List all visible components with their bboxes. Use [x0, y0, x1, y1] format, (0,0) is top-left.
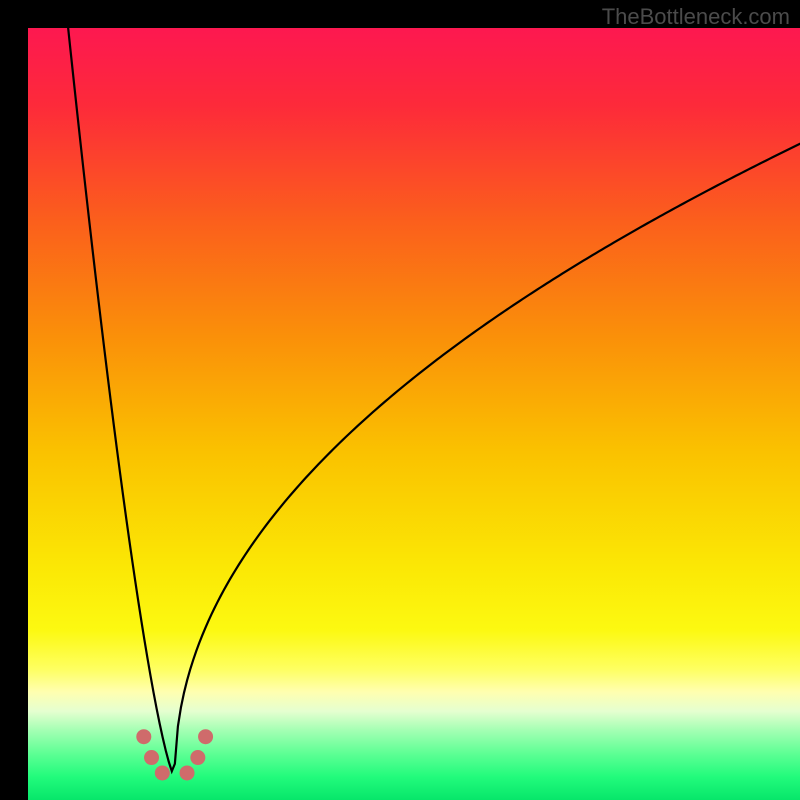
valley-marker [136, 729, 151, 744]
plot-area [28, 28, 800, 800]
valley-marker [144, 750, 159, 765]
watermark-text: TheBottleneck.com [602, 4, 790, 30]
bottleneck-curve [68, 28, 800, 771]
valley-marker [190, 750, 205, 765]
chart-container: TheBottleneck.com [0, 0, 800, 800]
valley-marker [180, 765, 195, 780]
curve-layer [28, 28, 800, 800]
valley-marker [155, 765, 170, 780]
valley-marker [198, 729, 213, 744]
